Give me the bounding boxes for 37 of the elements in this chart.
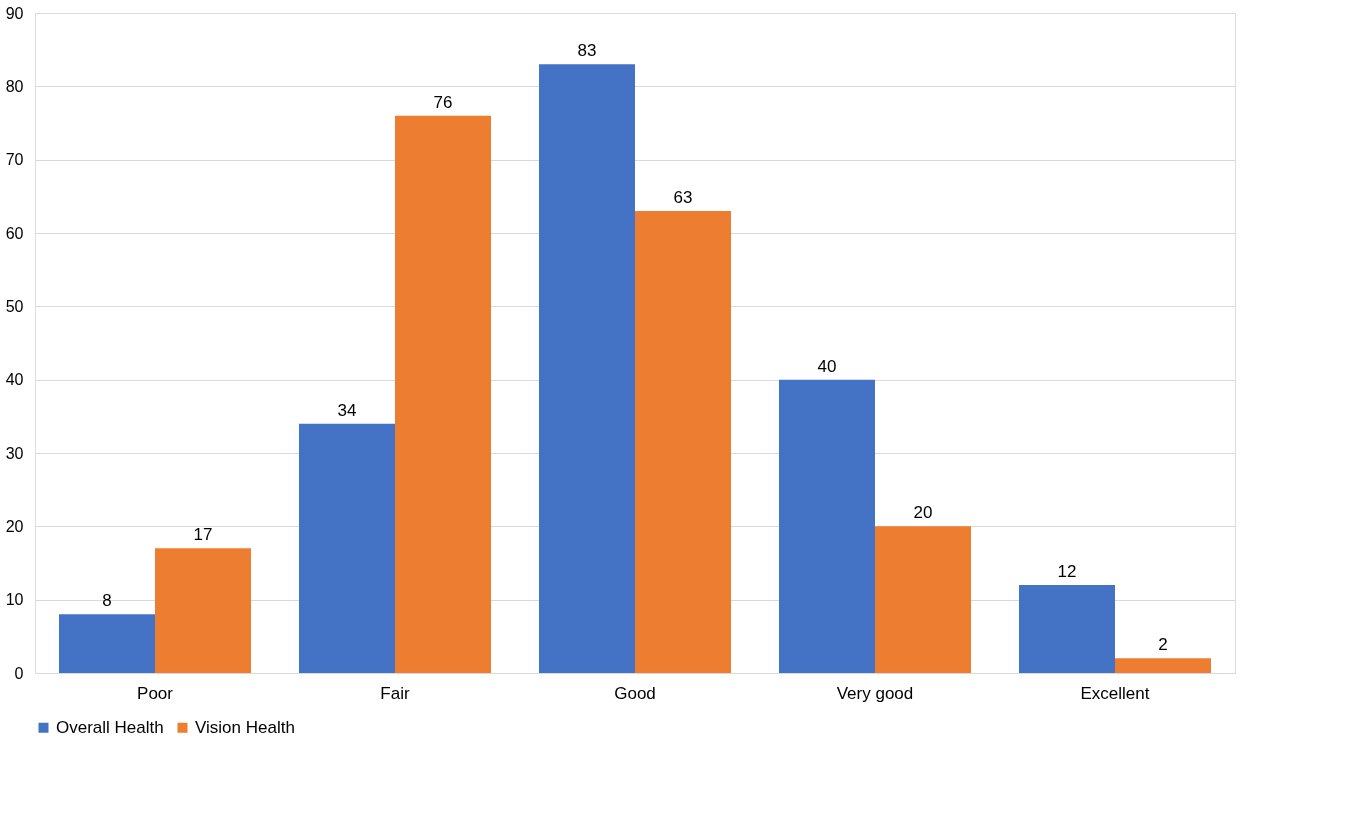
- bar: [779, 379, 875, 673]
- x-tick-label: Fair: [380, 683, 410, 703]
- y-tick-label: 0: [14, 664, 24, 682]
- data-label: 63: [673, 188, 693, 207]
- y-tick-label: 80: [5, 77, 24, 95]
- data-label: 34: [337, 400, 357, 420]
- legend-label: Overall Health: [56, 717, 164, 737]
- bar: [1115, 658, 1211, 673]
- y-tick-label: 60: [5, 224, 24, 242]
- x-tick-label: Good: [614, 683, 656, 703]
- bar: [299, 423, 395, 673]
- y-tick-label: 90: [5, 4, 24, 22]
- y-tick-label: 40: [5, 371, 24, 389]
- y-tick-label: 30: [5, 444, 24, 462]
- data-label: 12: [1057, 562, 1077, 581]
- bar: [875, 526, 971, 673]
- y-tick-label: 10: [5, 591, 24, 609]
- bar: [635, 211, 731, 673]
- data-label: 83: [577, 41, 597, 61]
- data-label: 17: [193, 525, 213, 545]
- y-tick-label: 70: [5, 151, 24, 169]
- data-label: 20: [913, 503, 933, 523]
- data-label: 76: [433, 92, 453, 112]
- y-tick-label: 50: [5, 297, 24, 315]
- bar: [539, 64, 635, 673]
- bar: [155, 548, 251, 673]
- x-tick-label: Excellent: [1080, 683, 1150, 703]
- bar: [1019, 585, 1115, 673]
- legend-label: Vision Health: [195, 717, 295, 737]
- y-tick-label: 20: [5, 517, 24, 535]
- data-label: 40: [817, 356, 837, 376]
- bar: [59, 614, 155, 673]
- x-tick-label: Poor: [137, 683, 174, 703]
- data-label: 2: [1158, 635, 1168, 655]
- x-tick-label: Very good: [836, 683, 914, 703]
- data-label: 8: [102, 591, 112, 611]
- bar: [395, 115, 491, 673]
